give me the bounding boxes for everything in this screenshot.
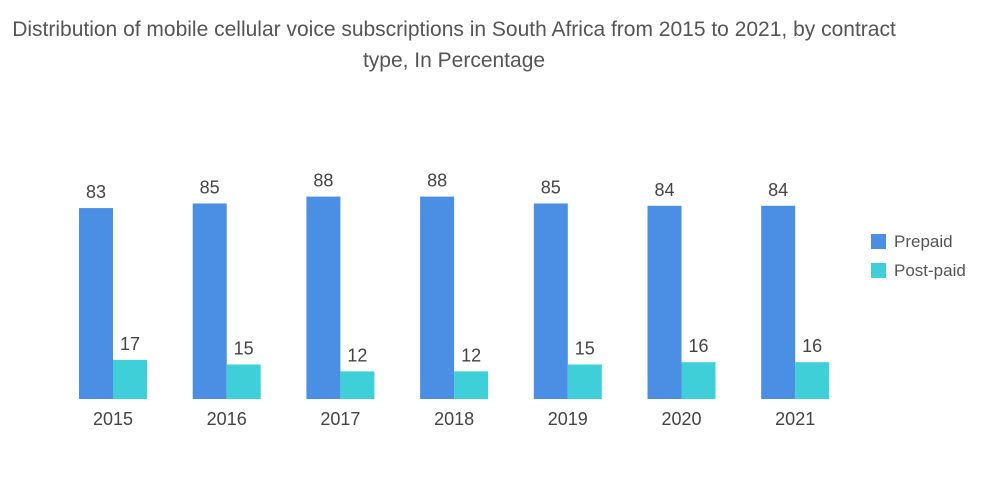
data-label-post-paid-2016: 15 (234, 339, 254, 359)
x-tick-label-2018: 2018 (434, 409, 474, 429)
x-tick-label-2017: 2017 (320, 409, 360, 429)
legend-label-prepaid: Prepaid (894, 232, 953, 251)
data-label-post-paid-2017: 12 (347, 345, 367, 365)
data-label-post-paid-2019: 15 (575, 339, 595, 359)
data-label-prepaid-2018: 88 (427, 171, 447, 191)
x-tick-label-2015: 2015 (93, 409, 133, 429)
legend-label-post-paid: Post-paid (894, 261, 966, 280)
x-tick-label-2021: 2021 (775, 409, 815, 429)
legend-swatch-prepaid (871, 234, 886, 249)
bar-post-paid-2017 (340, 371, 375, 399)
x-tick-label-2019: 2019 (548, 409, 588, 429)
bar-prepaid-2015 (79, 208, 113, 399)
x-tick-label-2016: 2016 (207, 409, 247, 429)
data-label-prepaid-2021: 84 (768, 180, 788, 200)
bar-post-paid-2015 (113, 359, 147, 399)
data-label-post-paid-2018: 12 (461, 345, 481, 365)
data-label-prepaid-2016: 85 (200, 178, 220, 198)
bar-prepaid-2020 (647, 205, 682, 399)
bar-prepaid-2018 (420, 196, 455, 399)
bar-post-paid-2019 (567, 364, 602, 399)
data-label-prepaid-2019: 85 (541, 178, 561, 198)
data-label-prepaid-2020: 84 (654, 180, 674, 200)
chart-title: Distribution of mobile cellular voice su… (12, 18, 896, 72)
data-label-prepaid-2017: 88 (313, 171, 333, 191)
x-tick-label-2020: 2020 (661, 409, 701, 429)
data-label-post-paid-2020: 16 (688, 336, 708, 356)
bar-post-paid-2018 (454, 371, 489, 399)
data-label-post-paid-2021: 16 (802, 336, 822, 356)
bar-post-paid-2020 (681, 362, 716, 399)
bar-prepaid-2021 (761, 205, 796, 399)
bar-post-paid-2016 (226, 364, 261, 399)
bar-prepaid-2019 (533, 203, 568, 399)
bar-prepaid-2016 (192, 203, 227, 399)
legend-swatch-post-paid (871, 263, 886, 278)
bar-post-paid-2021 (795, 362, 830, 399)
data-label-post-paid-2015: 17 (120, 334, 140, 354)
bar-prepaid-2017 (306, 196, 341, 399)
data-label-prepaid-2015: 83 (86, 182, 106, 202)
